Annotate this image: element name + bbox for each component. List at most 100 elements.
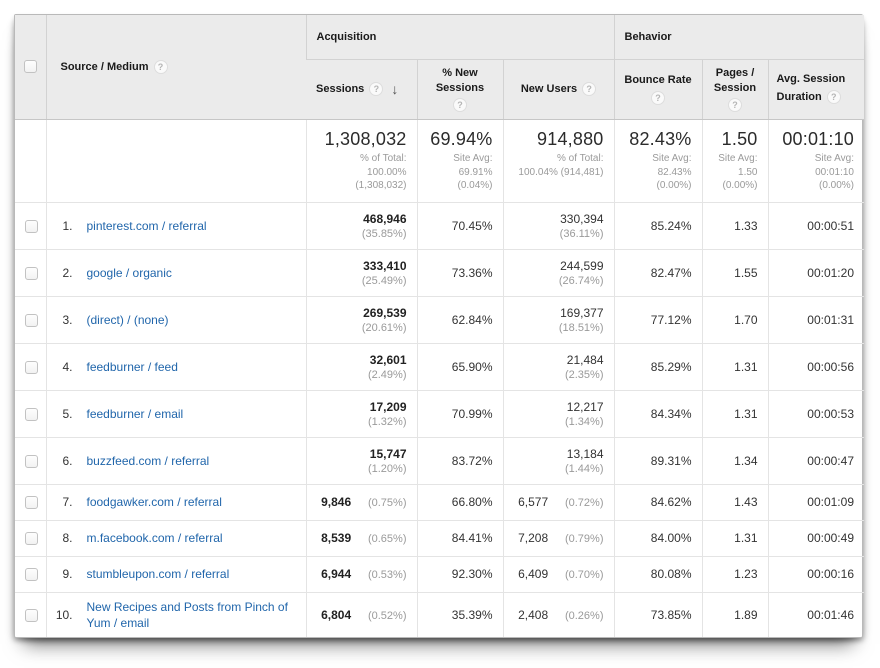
totals-pages-session-value: 1.50	[721, 128, 758, 149]
row-rank: 5.	[62, 406, 73, 421]
source-medium-cell: 9. stumbleupon.com / referral	[45, 555, 306, 593]
table-row: 7. foodgawker.com / referral 9,846 (0.75…	[15, 483, 864, 521]
new-sessions-cell: 84.41%	[416, 519, 503, 557]
row-rank: 10.	[55, 607, 73, 622]
pages-session-cell: 1.33	[701, 201, 768, 250]
bounce-rate-help-icon[interactable]: ?	[651, 90, 665, 105]
new-users-help-icon[interactable]: ?	[582, 82, 597, 96]
bounce-rate-cell: 82.47%	[613, 248, 702, 297]
row-checkbox[interactable]	[25, 496, 38, 510]
pages-session-help-icon[interactable]: ?	[728, 98, 742, 113]
source-medium-link[interactable]: google / organic	[86, 265, 172, 280]
avg-duration-value: 00:01:46	[807, 607, 854, 622]
row-rank: 1.	[62, 218, 73, 233]
row-checkbox-cell	[15, 295, 46, 344]
row-checkbox[interactable]	[25, 266, 38, 280]
new-users-value: 6,577	[518, 495, 549, 510]
avg-duration-cell: 00:01:46	[767, 591, 864, 638]
avg-duration-cell: 00:00:51	[767, 201, 864, 250]
sessions-cell: 17,209 (1.32%)	[305, 389, 417, 438]
avg-duration-cell: 00:00:47	[767, 436, 864, 485]
new-users-cell: 13,184 (1.44%)	[502, 436, 614, 485]
new-users-percent: (0.79%)	[564, 533, 604, 546]
source-medium-link[interactable]: (direct) / (none)	[86, 312, 169, 327]
new-sessions-help-icon[interactable]: ?	[453, 98, 467, 113]
pages-session-cell: 1.34	[701, 436, 768, 485]
new-users-percent: (1.44%)	[564, 462, 604, 475]
row-checkbox-cell	[15, 248, 46, 297]
source-medium-cell: 1. pinterest.com / referral	[45, 201, 306, 250]
new-users-percent: (36.11%)	[559, 227, 604, 240]
sessions-cell: 8,539 (0.65%)	[305, 519, 417, 557]
row-checkbox[interactable]	[25, 219, 38, 233]
avg-duration-column-header[interactable]: Avg. Session Duration?	[767, 59, 864, 120]
sessions-column-header[interactable]: Sessions? ↓	[306, 59, 417, 120]
row-checkbox[interactable]	[25, 454, 38, 468]
source-medium-link[interactable]: feedburner / email	[86, 406, 184, 421]
source-medium-cell: 3. (direct) / (none)	[45, 295, 306, 344]
avg-duration-cell: 00:00:56	[767, 342, 864, 391]
row-checkbox-cell	[15, 555, 46, 593]
new-sessions-column-header[interactable]: % New Sessions ?	[416, 59, 503, 120]
sort-descending-icon[interactable]: ↓	[391, 81, 399, 97]
pages-session-value: 1.43	[734, 495, 758, 510]
source-medium-link[interactable]: New Recipes and Posts from Pinch of Yum …	[86, 599, 288, 630]
sessions-help-icon[interactable]: ?	[369, 82, 384, 96]
row-rank: 6.	[62, 453, 73, 468]
row-rank: 3.	[62, 312, 73, 327]
row-checkbox[interactable]	[25, 407, 38, 421]
row-checkbox[interactable]	[25, 568, 38, 582]
table-row: 3. (direct) / (none) 269,539 (20.61%) 62…	[15, 295, 864, 344]
new-users-percent: (0.70%)	[564, 569, 604, 582]
avg-duration-value: 00:00:47	[807, 453, 854, 468]
bounce-rate-column-header[interactable]: Bounce Rate ?	[613, 59, 702, 120]
new-users-percent: (0.72%)	[564, 497, 604, 510]
row-checkbox-cell	[15, 389, 46, 438]
bounce-rate-value: 85.29%	[650, 359, 692, 374]
row-rank: 4.	[62, 359, 73, 374]
source-medium-link[interactable]: feedburner / feed	[86, 359, 178, 374]
source-medium-link[interactable]: m.facebook.com / referral	[86, 531, 223, 546]
new-users-column-header[interactable]: New Users?	[502, 59, 614, 120]
new-users-cell: 169,377 (18.51%)	[502, 295, 614, 344]
row-checkbox[interactable]	[25, 532, 38, 546]
avg-duration-help-icon[interactable]: ?	[826, 90, 841, 105]
source-medium-link[interactable]: stumbleupon.com / referral	[86, 567, 230, 582]
sessions-cell: 6,944 (0.53%)	[305, 555, 417, 593]
new-sessions-value: 70.99%	[451, 406, 493, 421]
avg-duration-header-label: Avg. Session Duration	[776, 73, 846, 103]
avg-duration-value: 00:00:51	[807, 218, 854, 233]
source-medium-link[interactable]: pinterest.com / referral	[86, 218, 207, 233]
row-checkbox[interactable]	[25, 360, 38, 374]
table-row: 6. buzzfeed.com / referral 15,747 (1.20%…	[15, 436, 864, 485]
new-sessions-cell: 70.45%	[416, 201, 503, 250]
sessions-cell: 6,804 (0.52%)	[305, 591, 417, 638]
totals-sessions-value: 1,308,032	[324, 128, 407, 149]
avg-duration-cell: 00:01:31	[767, 295, 864, 344]
new-sessions-header-label: % New Sessions	[435, 66, 485, 94]
pages-session-column-header[interactable]: Pages / Session ?	[701, 59, 768, 120]
new-users-cell: 2,408 (0.26%)	[502, 591, 614, 638]
sessions-value: 9,846	[321, 495, 352, 510]
row-checkbox[interactable]	[25, 313, 38, 327]
totals-label-spacer	[45, 119, 306, 203]
select-all-checkbox[interactable]	[23, 60, 37, 74]
totals-pages-session-subtext: Site Avg: 1.50 (0.00%)	[718, 153, 758, 192]
avg-duration-value: 00:01:09	[807, 495, 854, 510]
source-medium-help-icon[interactable]: ?	[153, 59, 168, 74]
row-checkbox[interactable]	[25, 609, 38, 623]
source-medium-link[interactable]: buzzfeed.com / referral	[86, 453, 210, 468]
sessions-percent: (1.32%)	[367, 415, 407, 428]
bounce-rate-cell: 84.00%	[613, 519, 702, 557]
column-header-row: Sessions? ↓ % New Sessions ? New Users? B…	[15, 59, 864, 120]
totals-avg-duration-cell: 00:01:10 Site Avg: 00:01:10 (0.00%)	[767, 119, 864, 203]
bounce-rate-value: 77.12%	[650, 312, 692, 327]
row-rank: 7.	[62, 495, 73, 510]
source-medium-link[interactable]: foodgawker.com / referral	[86, 495, 222, 510]
avg-duration-value: 00:00:53	[807, 406, 854, 421]
source-medium-header-label: Source / Medium	[60, 60, 149, 73]
table-row: 1. pinterest.com / referral 468,946 (35.…	[15, 201, 864, 250]
pages-session-cell: 1.55	[701, 248, 768, 297]
sessions-cell: 333,410 (25.49%)	[305, 248, 417, 297]
pages-session-value: 1.55	[734, 265, 758, 280]
